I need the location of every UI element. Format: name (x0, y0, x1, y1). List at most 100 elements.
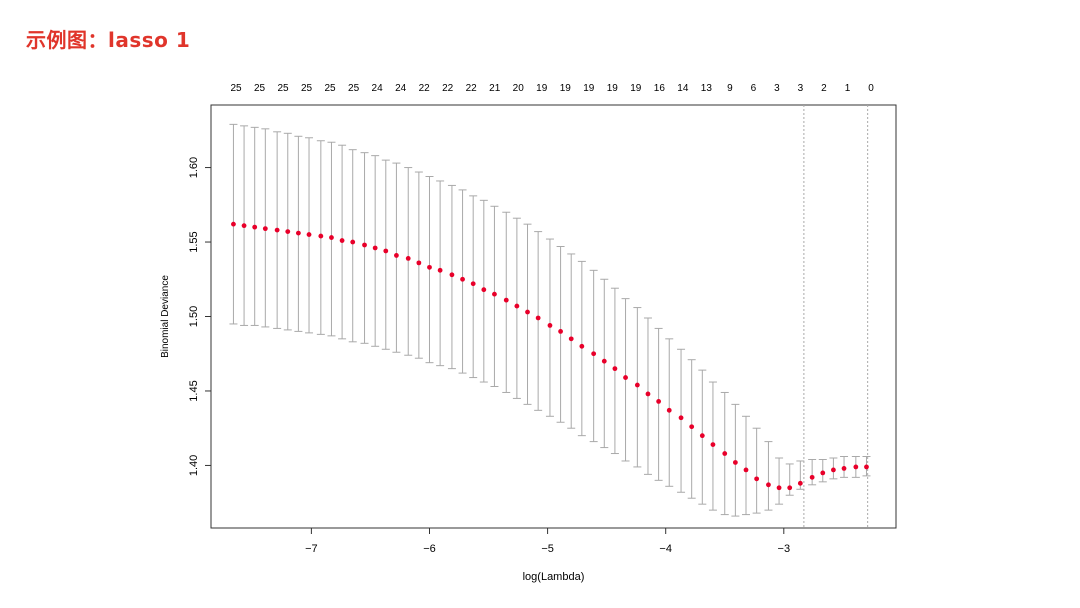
data-point-45 (722, 451, 728, 456)
y-tick-label-1: 1.45 (188, 380, 200, 401)
data-point-7 (306, 232, 312, 237)
data-point-38 (645, 391, 651, 397)
data-point-57 (853, 464, 859, 470)
data-point-52 (797, 480, 803, 486)
x-tick-label-1: −6 (423, 543, 436, 555)
data-point-30 (558, 328, 563, 334)
data-point-46 (732, 460, 738, 465)
x-tick-label-3: −4 (659, 543, 672, 555)
top-axis-label-25: 2 (821, 83, 827, 94)
data-point-27 (525, 309, 530, 315)
top-axis-label-10: 22 (466, 83, 478, 94)
data-point-43 (699, 433, 705, 439)
data-point-34 (601, 358, 607, 364)
data-point-20 (449, 272, 455, 278)
data-point-5 (285, 229, 291, 235)
data-point-50 (776, 485, 782, 491)
data-point-3 (262, 226, 268, 232)
data-point-47 (743, 467, 749, 473)
top-axis-label-12: 20 (513, 83, 525, 94)
data-point-4 (274, 227, 280, 233)
data-point-35 (612, 366, 618, 372)
top-axis-label-9: 22 (442, 83, 454, 94)
data-point-40 (666, 407, 672, 413)
y-tick-label-0: 1.40 (188, 455, 200, 476)
data-point-21 (460, 276, 465, 282)
top-axis-label-24: 3 (798, 83, 804, 94)
data-point-39 (656, 398, 662, 404)
y-tick-label-3: 1.55 (188, 231, 200, 252)
data-point-31 (568, 336, 574, 342)
top-axis-label-2: 25 (277, 83, 289, 94)
top-axis-label-26: 1 (845, 83, 851, 94)
top-axis-label-4: 25 (325, 83, 337, 94)
page-title: 示例图：lasso 1 (26, 28, 191, 52)
data-point-33 (591, 351, 597, 357)
x-axis-title: log(Lambda) (523, 571, 585, 583)
top-axis-label-20: 13 (701, 83, 713, 94)
top-axis-label-14: 19 (560, 83, 572, 94)
data-point-51 (787, 485, 793, 491)
plot-frame (210, 104, 897, 529)
top-axis-label-19: 14 (677, 83, 689, 94)
data-point-48 (754, 476, 760, 482)
top-axis-label-15: 19 (583, 83, 595, 94)
top-axis-label-3: 25 (301, 83, 313, 94)
data-point-41 (678, 415, 684, 421)
top-axis-label-18: 16 (654, 83, 666, 94)
data-point-0 (231, 221, 236, 227)
data-point-28 (535, 315, 541, 321)
data-point-56 (841, 466, 847, 471)
data-point-26 (514, 303, 520, 309)
data-point-42 (689, 424, 695, 430)
data-point-14 (383, 248, 389, 254)
data-point-10 (339, 238, 345, 243)
top-axis-label-22: 6 (751, 83, 757, 94)
data-point-55 (831, 467, 836, 473)
y-axis-title: Binomial Deviance (160, 275, 171, 358)
top-axis-label-7: 24 (395, 83, 407, 94)
data-point-16 (405, 256, 411, 261)
data-point-15 (394, 253, 399, 258)
data-point-22 (470, 281, 476, 287)
data-point-6 (295, 230, 301, 236)
data-point-25 (503, 297, 509, 303)
data-point-49 (766, 482, 771, 488)
data-point-44 (710, 442, 716, 447)
top-axis-label-8: 22 (419, 83, 431, 94)
data-point-18 (427, 264, 432, 270)
data-point-36 (623, 375, 628, 380)
data-point-58 (864, 464, 869, 470)
x-tick-label-2: −5 (541, 543, 554, 555)
data-point-2 (252, 224, 258, 230)
data-point-54 (820, 470, 826, 476)
data-point-19 (437, 267, 443, 273)
data-point-29 (547, 323, 553, 328)
data-point-24 (492, 291, 497, 297)
data-point-8 (318, 233, 324, 239)
data-point-12 (362, 242, 367, 248)
data-point-53 (809, 474, 815, 480)
data-point-37 (634, 382, 640, 388)
top-axis-label-0: 25 (230, 83, 242, 94)
top-axis-label-1: 25 (254, 83, 266, 94)
top-axis-label-17: 19 (630, 83, 642, 94)
top-axis-label-13: 19 (536, 83, 548, 94)
data-point-32 (579, 343, 585, 349)
top-axis-label-11: 21 (489, 83, 501, 94)
top-axis-label-5: 25 (348, 83, 360, 94)
x-tick-label-0: −7 (305, 543, 318, 555)
data-point-1 (241, 223, 247, 229)
y-tick-label-4: 1.60 (188, 157, 200, 178)
top-axis-label-23: 3 (774, 83, 780, 94)
data-point-9 (329, 235, 334, 240)
data-point-13 (372, 245, 378, 251)
data-point-11 (350, 239, 356, 245)
data-point-23 (481, 287, 487, 293)
y-tick-label-2: 1.50 (188, 306, 200, 327)
top-axis-label-16: 19 (607, 83, 619, 94)
top-axis-label-6: 24 (372, 83, 384, 94)
data-point-17 (416, 260, 422, 266)
